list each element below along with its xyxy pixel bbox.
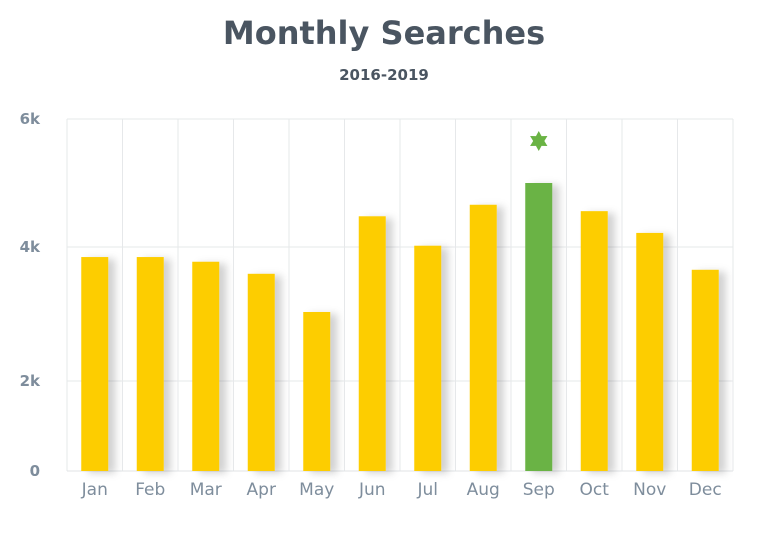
bar	[192, 261, 220, 471]
bar	[247, 273, 275, 471]
y-tick-label: 6k	[20, 110, 41, 128]
x-tick-label: Feb	[135, 480, 165, 500]
axes: 0 2k 4k 6k Jan Feb Mar Apr May Jun Jul Aug Sep Oct Nov…	[20, 110, 722, 500]
x-tick-label: Jul	[416, 480, 438, 500]
x-tick-label: Nov	[633, 480, 666, 500]
x-tick-label: Mar	[190, 480, 222, 500]
bar	[469, 204, 497, 471]
star-icon	[530, 131, 548, 151]
x-tick-label: Oct	[580, 480, 610, 500]
x-tick-label: Dec	[689, 480, 722, 500]
bar	[303, 311, 331, 471]
y-tick-label: 2k	[20, 372, 41, 390]
x-tick-label: Sep	[523, 480, 555, 500]
x-tick-label: Jun	[358, 480, 386, 500]
bar	[414, 245, 442, 471]
gridlines	[66, 118, 734, 472]
y-tick-label: 4k	[20, 238, 41, 256]
chart-subtitle: 2016-2019	[339, 66, 429, 84]
x-tick-label: May	[299, 480, 334, 500]
bar	[636, 232, 664, 471]
bar	[691, 269, 719, 471]
bars	[81, 183, 719, 471]
bar	[525, 183, 553, 471]
x-tick-label: Aug	[467, 480, 500, 500]
bar	[136, 257, 164, 471]
bar	[580, 211, 608, 471]
x-tick-label: Jan	[81, 480, 108, 500]
bar	[81, 257, 109, 471]
chart-title: Monthly Searches	[222, 14, 546, 52]
bar	[358, 216, 386, 471]
x-tick-label: Apr	[247, 480, 276, 500]
y-tick-label: 0	[30, 462, 40, 480]
